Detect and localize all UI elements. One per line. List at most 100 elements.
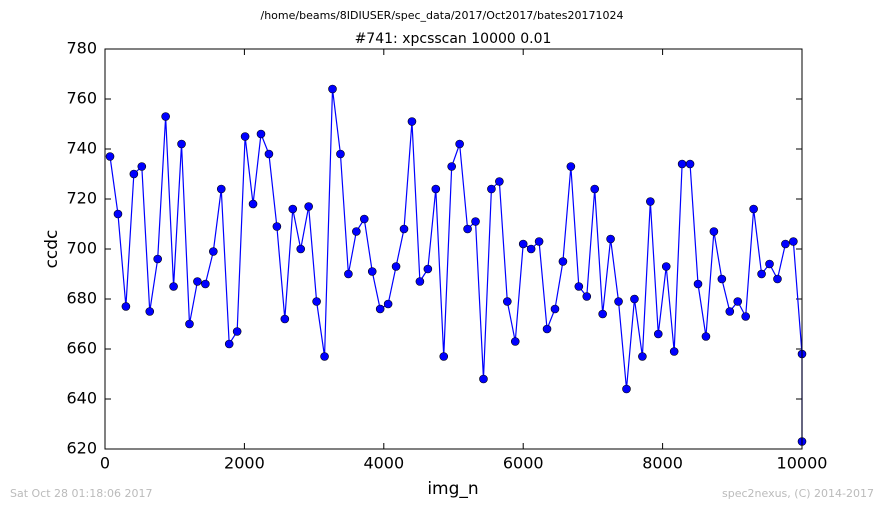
data-point xyxy=(606,234,615,244)
data-point xyxy=(709,227,719,236)
data-point xyxy=(383,299,393,309)
data-point xyxy=(725,307,735,316)
data-point xyxy=(701,332,711,341)
y-tick-label: 720 xyxy=(66,189,97,208)
data-point xyxy=(495,177,504,186)
data-point xyxy=(479,374,488,384)
data-point xyxy=(359,214,369,224)
y-tick-label: 780 xyxy=(66,39,97,58)
data-point xyxy=(534,237,544,246)
data-point xyxy=(661,262,671,271)
data-point xyxy=(161,112,170,121)
data-point xyxy=(653,329,663,339)
data-point xyxy=(463,224,472,234)
data-point xyxy=(240,132,250,141)
data-point xyxy=(749,204,758,214)
data-point xyxy=(264,149,274,159)
footer-credit: spec2nexus, (C) 2014-2017 xyxy=(722,487,874,500)
data-point xyxy=(367,267,377,276)
data-point xyxy=(503,297,512,306)
data-point xyxy=(447,162,456,171)
data-point xyxy=(320,352,329,361)
data-point xyxy=(765,259,774,269)
plot-frame xyxy=(104,48,803,450)
x-tick-label: 4000 xyxy=(363,454,404,473)
data-point xyxy=(121,302,131,311)
y-tick-label: 740 xyxy=(66,139,97,158)
data-point xyxy=(622,384,631,394)
data-point xyxy=(216,184,226,194)
data-point xyxy=(375,304,385,314)
y-axis-label: ccdc xyxy=(42,230,62,269)
data-point xyxy=(177,139,186,149)
chart-title: #741: xpcsscan 10000 0.01 xyxy=(355,31,552,47)
data-point xyxy=(685,159,695,169)
data-point xyxy=(248,199,258,209)
data-point xyxy=(566,162,576,171)
data-point xyxy=(280,314,290,324)
data-point xyxy=(272,222,282,231)
data-point xyxy=(582,292,592,301)
data-point xyxy=(312,297,321,306)
y-tick-label: 760 xyxy=(66,89,97,108)
data-point xyxy=(717,274,727,284)
x-tick-label: 0 xyxy=(100,454,110,473)
data-point xyxy=(145,307,155,316)
y-tick-label: 700 xyxy=(66,239,97,258)
data-point xyxy=(630,294,639,304)
data-point xyxy=(558,257,568,266)
data-point xyxy=(209,247,218,256)
data-point xyxy=(256,129,266,139)
data-point xyxy=(232,327,242,336)
data-point xyxy=(391,262,401,271)
data-point xyxy=(113,209,123,219)
data-point xyxy=(193,277,202,286)
suptitle: /home/beams/8IDIUSER/spec_data/2017/Oct2… xyxy=(261,9,624,22)
data-point xyxy=(328,84,337,94)
data-point xyxy=(296,244,306,254)
data-point xyxy=(614,297,623,306)
data-point xyxy=(550,304,560,314)
data-point xyxy=(439,352,449,361)
data-point xyxy=(773,274,782,284)
data-point xyxy=(781,239,790,249)
data-point xyxy=(487,184,496,194)
x-tick-label: 10000 xyxy=(777,454,828,473)
footer-timestamp: Sat Oct 28 01:18:06 2017 xyxy=(10,487,152,500)
data-point xyxy=(407,117,417,126)
data-point xyxy=(598,309,607,319)
data-point xyxy=(590,184,600,194)
data-point xyxy=(224,339,234,349)
data-point xyxy=(510,337,520,346)
data-point xyxy=(137,162,147,171)
data-point xyxy=(757,269,766,279)
data-point xyxy=(304,202,313,211)
data-point xyxy=(201,279,210,289)
data-point xyxy=(344,269,353,279)
y-tick-label: 640 xyxy=(66,389,97,408)
data-point xyxy=(526,244,536,254)
data-point xyxy=(352,227,361,236)
data-point xyxy=(455,139,464,149)
data-point xyxy=(741,312,750,321)
x-tick-label: 8000 xyxy=(642,454,683,473)
data-point xyxy=(789,237,798,246)
x-axis-label: img_n xyxy=(427,479,478,499)
data-point xyxy=(574,282,584,291)
data-point xyxy=(638,352,647,361)
y-tick-label: 680 xyxy=(66,289,97,308)
data-point xyxy=(415,277,425,286)
data-point xyxy=(105,152,115,161)
data-point xyxy=(733,297,743,306)
y-tick-label: 660 xyxy=(66,339,97,358)
data-point xyxy=(336,149,345,159)
data-point xyxy=(669,347,679,356)
data-point xyxy=(153,254,162,264)
data-point xyxy=(423,264,433,274)
x-tick-label: 2000 xyxy=(224,454,265,473)
data-point xyxy=(399,224,409,234)
data-point xyxy=(646,197,655,206)
y-tick-label: 620 xyxy=(66,439,97,458)
data-point xyxy=(542,324,552,334)
